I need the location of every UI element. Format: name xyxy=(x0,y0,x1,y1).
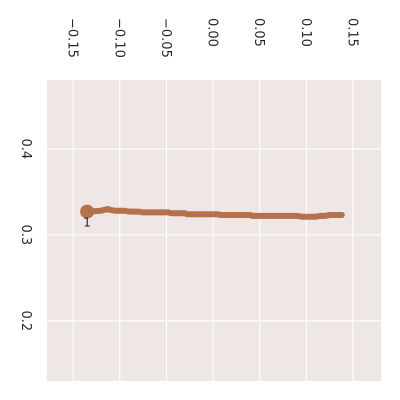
grid xyxy=(47,80,381,381)
y-tick-label: 0.2 xyxy=(18,310,33,331)
x-tick-label: 0.10 xyxy=(298,18,313,47)
x-tick-label: −0.15 xyxy=(65,18,80,58)
x-tick-label: 0.00 xyxy=(205,18,220,47)
tick-labels: −0.15 −0.10 −0.05 0.00 0.05 0.10 0.15 0.2 0.3 0.4 xyxy=(18,18,360,331)
x-tick-label: 0.15 xyxy=(345,18,360,47)
x-tick-label: −0.05 xyxy=(158,18,173,58)
start-point-label: 1 xyxy=(83,216,91,230)
y-tick-label: 0.4 xyxy=(18,138,33,159)
start-point xyxy=(80,204,95,219)
x-tick-label: −0.10 xyxy=(111,18,126,58)
series-line xyxy=(84,206,345,220)
plot-background xyxy=(47,80,381,381)
x-tick-label: 0.05 xyxy=(251,18,266,47)
series: 1 xyxy=(80,204,345,230)
y-tick-label: 0.3 xyxy=(18,224,33,245)
